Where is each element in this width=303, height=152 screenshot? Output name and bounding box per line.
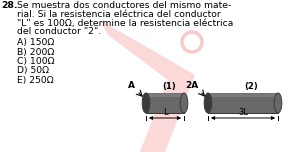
Bar <box>208 93 278 97</box>
Text: B) 200Ω: B) 200Ω <box>17 47 54 57</box>
Text: 2A: 2A <box>186 81 199 90</box>
Text: A: A <box>128 81 135 90</box>
Ellipse shape <box>180 93 188 113</box>
Ellipse shape <box>142 93 150 113</box>
Text: 28.: 28. <box>1 1 18 10</box>
Text: "L" es 100Ω, determine la resistencia eléctrica: "L" es 100Ω, determine la resistencia el… <box>17 19 233 28</box>
Text: 3L: 3L <box>238 108 248 117</box>
Text: (1): (1) <box>162 82 176 91</box>
Bar <box>208 93 278 113</box>
Text: C) 100Ω: C) 100Ω <box>17 57 55 66</box>
Text: rial. Si la resistencia eléctrica del conductor: rial. Si la resistencia eléctrica del co… <box>17 10 221 19</box>
Text: Se muestra dos conductores del mismo mate-: Se muestra dos conductores del mismo mat… <box>17 1 231 10</box>
Text: D) 50Ω: D) 50Ω <box>17 67 49 76</box>
Text: E) 250Ω: E) 250Ω <box>17 76 54 85</box>
Text: A) 150Ω: A) 150Ω <box>17 38 54 47</box>
Text: (2): (2) <box>244 82 258 91</box>
Text: L: L <box>163 108 167 117</box>
Bar <box>146 93 184 113</box>
Polygon shape <box>100 20 195 152</box>
Text: del conductor "2".: del conductor "2". <box>17 27 101 36</box>
Bar <box>146 93 184 97</box>
Ellipse shape <box>274 93 282 113</box>
Ellipse shape <box>204 93 212 113</box>
